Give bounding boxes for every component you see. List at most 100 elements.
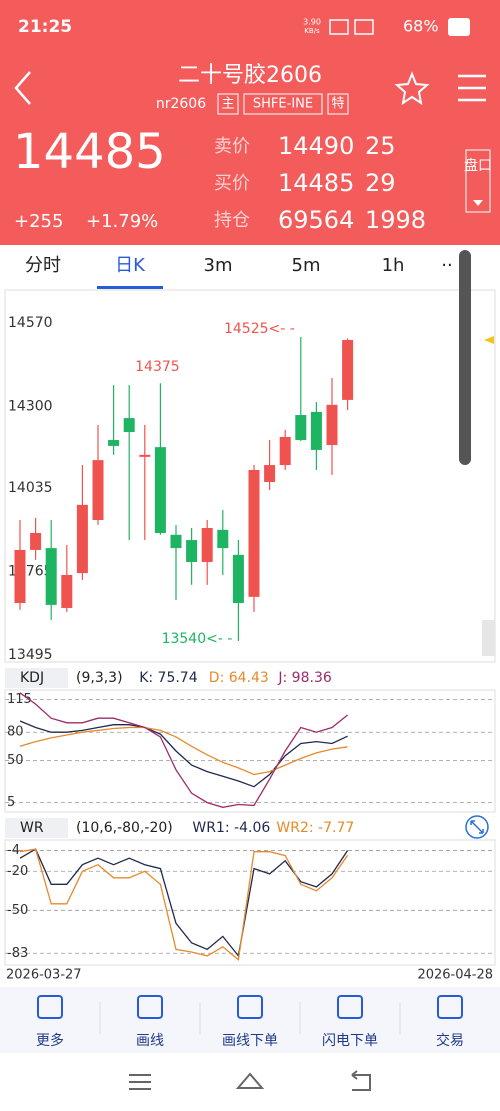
quote-label: 卖价 (214, 136, 250, 157)
tabs: 分时 日K 3m 5m 1h ·· (25, 255, 453, 289)
expand-button[interactable] (465, 815, 489, 839)
sys-back[interactable] (351, 1070, 371, 1091)
candle-body (295, 415, 307, 441)
tag-box (217, 93, 239, 115)
y-tick-label: -50 (7, 903, 28, 918)
kdj-frame (4, 689, 496, 813)
price-marker (484, 336, 494, 344)
y-tick-label: 14570 (8, 315, 53, 331)
y-tick-label: 115 (7, 692, 32, 707)
indicator-line (19, 720, 348, 788)
change-pct: +1.79% (86, 211, 158, 232)
quote-label: 持仓 (214, 210, 250, 231)
candle-body (45, 548, 57, 605)
y-tick-label: 5 (7, 795, 15, 810)
tab[interactable]: 日K (115, 255, 146, 276)
indicator-params: (9,3,3) (76, 670, 123, 686)
candle-body (123, 418, 135, 433)
depth-arrow (473, 200, 483, 206)
x-tick-label: 2026-04-28 (417, 968, 493, 983)
tab[interactable]: 5m (292, 255, 321, 276)
menu-button[interactable] (458, 74, 486, 102)
indicator-legend: J: 98.36 (277, 670, 331, 686)
change: +255 (14, 211, 63, 232)
indicator-name: KDJ (20, 670, 44, 686)
tab-bar (0, 245, 500, 290)
system-bar (0, 1053, 500, 1111)
signal-icon (329, 19, 349, 35)
signal-icon (354, 19, 374, 35)
tag: SHFE-INE (253, 97, 313, 112)
title: 二十号胶2606 (178, 63, 322, 88)
battery-icon (448, 18, 470, 36)
nav-label[interactable]: 交易 (436, 1032, 464, 1049)
y-tick-label: -4 (7, 843, 20, 858)
y-tick-label: -83 (7, 946, 28, 961)
tab[interactable]: 分时 (25, 255, 61, 276)
candle-body (139, 454, 151, 457)
sys-home[interactable] (235, 1072, 265, 1089)
indicator-tab[interactable] (5, 818, 68, 838)
tab[interactable]: ·· (441, 255, 452, 276)
quote-rows: 卖价 14490 25 买价 14485 29 持仓 69564 1998 (214, 132, 426, 234)
net-speed: 3.90 (303, 18, 321, 27)
indicator-tab[interactable] (5, 668, 68, 688)
indicator-legend: WR1: -4.06 (192, 820, 270, 836)
tab-underline (97, 286, 163, 289)
nav-icon (137, 995, 163, 1019)
candle-body (92, 460, 104, 520)
candle-body (217, 529, 229, 549)
side-handle[interactable] (482, 620, 495, 656)
favorite-button[interactable] (394, 71, 430, 106)
tag-box (327, 93, 349, 115)
nav-label[interactable]: 画线 (136, 1033, 164, 1049)
y-tick-label: 50 (7, 753, 24, 768)
tab[interactable]: 3m (204, 255, 233, 276)
candle-body (108, 440, 120, 446)
indicator-line (19, 848, 349, 958)
x-tick-label: 2026-03-27 (6, 968, 82, 983)
y-tick-label: 13495 (8, 647, 53, 663)
annotation: 14375 (135, 359, 180, 375)
annotation: 13540<- - (162, 631, 233, 647)
nav-icon (437, 995, 463, 1019)
expand-icon (470, 820, 484, 834)
candle-body (232, 554, 244, 604)
quote-value: 14490 (278, 132, 354, 160)
candle-body (201, 528, 213, 562)
tag-box (243, 93, 323, 115)
last-price: 14485 (13, 124, 166, 180)
candle-body (248, 469, 260, 597)
candle-body (264, 465, 276, 483)
back-button[interactable] (14, 71, 31, 105)
tab[interactable]: 1h (382, 255, 405, 276)
net-unit: KB/s (304, 27, 320, 35)
depth-button[interactable] (465, 149, 491, 213)
quote-volume: 1998 (365, 206, 426, 234)
battery-text: 68% (403, 17, 439, 36)
quote-volume: 29 (365, 169, 396, 197)
nav-label[interactable]: 闪电下单 (322, 1033, 378, 1049)
clock: 21:25 (18, 17, 72, 37)
nav-label[interactable]: 画线下单 (222, 1033, 278, 1049)
candle-body (30, 532, 42, 550)
nav-icon (37, 995, 63, 1019)
y-tick-label: -20 (7, 864, 28, 879)
sys-menu[interactable] (129, 1074, 151, 1090)
indicator-line (19, 692, 349, 808)
candle-body (76, 504, 88, 574)
quote-value: 69564 (278, 206, 354, 234)
candle-body (170, 534, 182, 549)
nav-icon (337, 995, 363, 1019)
candle-body (154, 447, 166, 533)
wr-frame (4, 839, 496, 966)
candle-body (310, 411, 322, 450)
indicator-legend: K: 75.74 (139, 670, 198, 686)
y-tick-label: 14035 (8, 480, 53, 496)
quote-value: 14485 (278, 169, 354, 197)
header-bg (0, 0, 500, 245)
scrollbar (459, 250, 471, 465)
nav-label[interactable]: 更多 (36, 1032, 64, 1049)
